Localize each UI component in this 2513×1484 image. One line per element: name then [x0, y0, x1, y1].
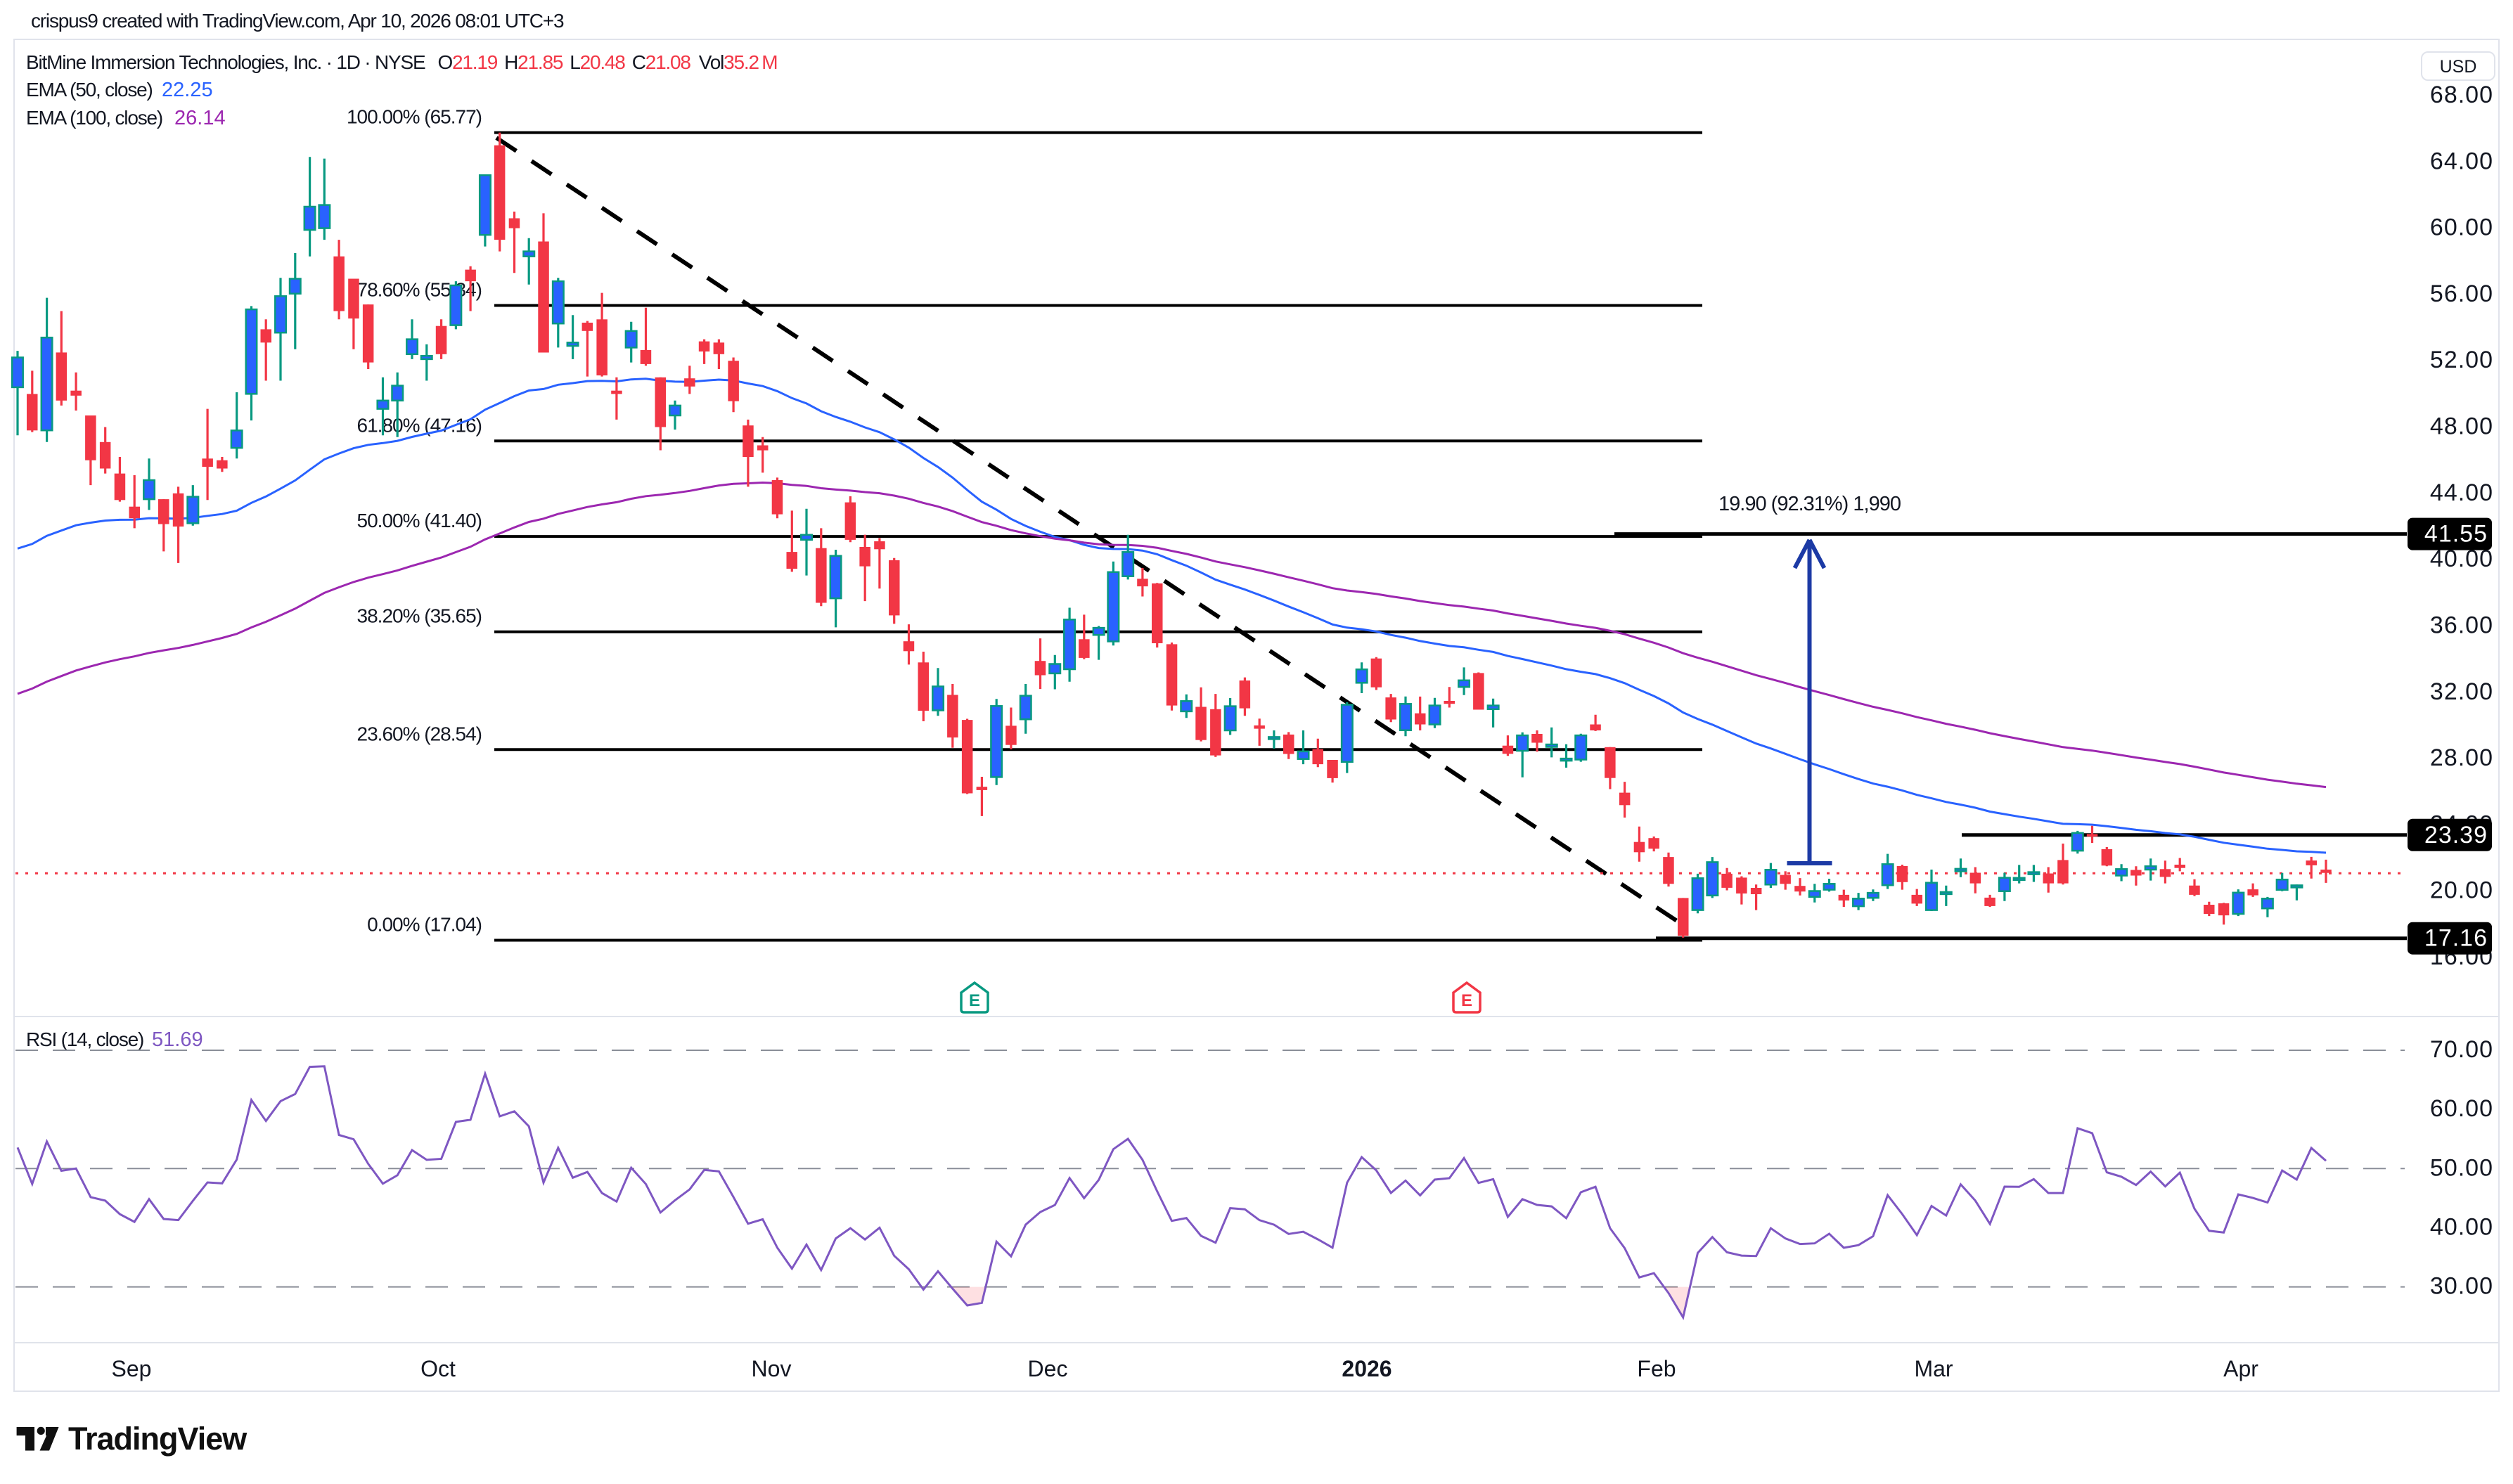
svg-text:50.00% (41.40): 50.00% (41.40) [357, 510, 482, 531]
svg-text:EMA (100, close): EMA (100, close) [26, 107, 162, 129]
svg-text:2026: 2026 [1342, 1356, 1392, 1381]
svg-text:0.00% (17.04): 0.00% (17.04) [367, 914, 482, 936]
svg-text:22.25: 22.25 [162, 79, 213, 101]
svg-text:BitMine Immersion Technologies: BitMine Immersion Technologies, Inc. · 1… [26, 51, 777, 73]
svg-text:51.69: 51.69 [152, 1028, 203, 1051]
svg-text:56.00: 56.00 [2430, 280, 2493, 307]
svg-text:TradingView: TradingView [68, 1421, 248, 1457]
svg-text:Nov: Nov [752, 1356, 792, 1381]
svg-text:61.80% (47.16): 61.80% (47.16) [357, 414, 482, 436]
svg-text:20.00: 20.00 [2430, 877, 2493, 904]
svg-text:19.90 (92.31%) 1,990: 19.90 (92.31%) 1,990 [1718, 493, 1901, 515]
svg-text:USD: USD [2440, 57, 2477, 77]
svg-text:60.00: 60.00 [2430, 1095, 2493, 1122]
svg-text:Mar: Mar [1914, 1356, 1953, 1381]
svg-text:Dec: Dec [1028, 1356, 1068, 1381]
svg-text:crispus9 created with TradingV: crispus9 created with TradingView.com, A… [31, 10, 564, 32]
svg-text:EMA (50, close): EMA (50, close) [26, 79, 153, 101]
svg-text:64.00: 64.00 [2430, 148, 2493, 174]
svg-text:28.00: 28.00 [2430, 744, 2493, 771]
svg-text:52.00: 52.00 [2430, 347, 2493, 373]
svg-text:E: E [969, 991, 980, 1010]
svg-text:Oct: Oct [420, 1356, 456, 1381]
svg-text:44.00: 44.00 [2430, 479, 2493, 506]
svg-text:Feb: Feb [1637, 1356, 1676, 1381]
svg-text:50.00: 50.00 [2430, 1154, 2493, 1181]
svg-text:E: E [1461, 991, 1472, 1010]
svg-text:23.60% (28.54): 23.60% (28.54) [357, 723, 482, 744]
svg-text:48.00: 48.00 [2430, 413, 2493, 440]
svg-text:60.00: 60.00 [2430, 214, 2493, 241]
svg-text:32.00: 32.00 [2430, 678, 2493, 705]
svg-text:Apr: Apr [2223, 1356, 2258, 1381]
svg-text:23.39: 23.39 [2424, 822, 2488, 849]
svg-text:38.20% (35.65): 38.20% (35.65) [357, 605, 482, 627]
svg-text:30.00: 30.00 [2430, 1273, 2493, 1300]
svg-text:36.00: 36.00 [2430, 612, 2493, 639]
svg-text:70.00: 70.00 [2430, 1036, 2493, 1063]
svg-text:Sep: Sep [112, 1356, 152, 1381]
svg-text:41.55: 41.55 [2424, 521, 2488, 548]
svg-text:78.60% (55.34): 78.60% (55.34) [357, 279, 482, 301]
svg-text:68.00: 68.00 [2430, 82, 2493, 108]
svg-text:100.00% (65.77): 100.00% (65.77) [347, 106, 482, 128]
svg-text:40.00: 40.00 [2430, 1214, 2493, 1241]
svg-text:17.16: 17.16 [2424, 925, 2488, 952]
svg-text:RSI (14, close): RSI (14, close) [26, 1028, 143, 1050]
svg-text:26.14: 26.14 [174, 107, 226, 129]
